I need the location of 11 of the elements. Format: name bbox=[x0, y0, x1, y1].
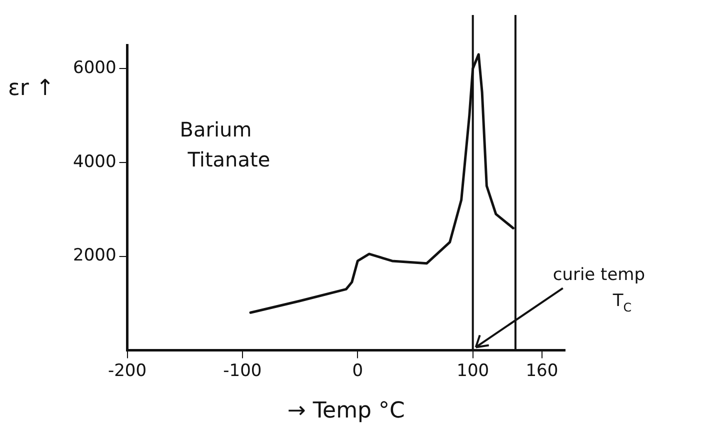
x-tick-label: 100 bbox=[456, 360, 490, 381]
x-tick-label: 0 bbox=[352, 360, 364, 381]
y-axis-title: εr ↑ bbox=[8, 76, 54, 101]
y-tick-label: 2000 bbox=[73, 246, 116, 266]
y-tick-label: 4000 bbox=[73, 152, 116, 172]
y-tick-label: 6000 bbox=[73, 58, 116, 78]
x-tick-label: -100 bbox=[223, 360, 262, 381]
x-axis-title: → Temp °C bbox=[287, 398, 405, 424]
annotation: Barium Titanate bbox=[180, 118, 270, 172]
x-tick-label: -200 bbox=[108, 360, 147, 381]
x-tick-label: 160 bbox=[526, 360, 558, 381]
